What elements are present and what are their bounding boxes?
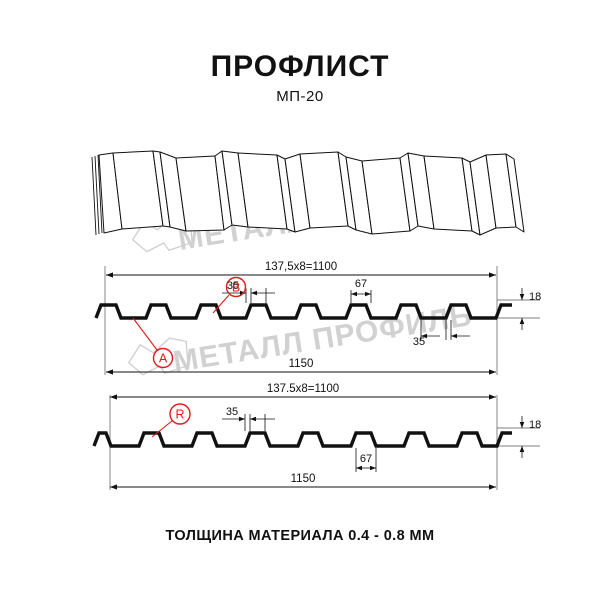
section-top-label-18: 18 xyxy=(529,291,541,303)
section-bottom-label-35: 35 xyxy=(226,406,238,418)
marker-b: B xyxy=(212,276,247,314)
section-top-label-35-below: 35 xyxy=(413,336,425,348)
marker-a-label: A xyxy=(159,352,168,366)
section-top-dim-18 xyxy=(519,288,525,330)
section-bottom-dim-bottom-label: 1150 xyxy=(291,473,316,485)
section-bottom-label-67: 67 xyxy=(360,453,372,465)
section-top-dim-35-below xyxy=(420,320,470,340)
section-bottom-dim-top-label: 137.5x8=1100 xyxy=(267,383,339,395)
page-subtitle: МП-20 xyxy=(276,88,324,105)
section-top-label-67-above: 67 xyxy=(355,278,367,290)
page-title: ПРОФЛИСТ xyxy=(210,50,390,83)
section-bottom-profile xyxy=(92,431,512,448)
marker-r-label: R xyxy=(175,408,184,422)
marker-r: R xyxy=(151,403,191,438)
section-top-dim-overall-top xyxy=(106,272,496,278)
section-top-label-35-above: 35 xyxy=(227,280,239,292)
section-top-dim-67-above xyxy=(350,290,372,303)
watermark-logo-bottom xyxy=(127,337,189,376)
section-top: 137,5x8=1100 35 67 xyxy=(94,261,541,375)
section-bottom-dim-18 xyxy=(519,416,525,458)
section-bottom-dim-67-below xyxy=(355,448,377,472)
watermark-text-2: МЕТАЛЛ ПРОФИЛЬ xyxy=(171,299,475,379)
section-bottom-label-18: 18 xyxy=(529,419,541,431)
marker-a: A xyxy=(132,317,174,369)
material-thickness-note: ТОЛЩИНА МАТЕРИАЛА 0.4 - 0.8 ММ xyxy=(165,528,435,544)
section-bottom: 137.5x8=1100 35 67 xyxy=(92,383,541,490)
section-top-dim-top-label: 137,5x8=1100 xyxy=(265,261,337,273)
section-top-dim-overall-bottom xyxy=(106,369,496,375)
section-bottom-dim-overall-bottom xyxy=(110,484,496,490)
watermark-bottom: МЕТАЛЛ ПРОФИЛЬ xyxy=(171,299,475,379)
section-top-dim-bottom-label: 1150 xyxy=(289,358,314,370)
metall-profil-logo-icon-2 xyxy=(127,337,189,376)
section-top-profile xyxy=(94,303,512,320)
isometric-view xyxy=(91,150,525,236)
section-bottom-dim-35-above xyxy=(222,414,275,431)
section-top-extension-lines xyxy=(104,266,540,375)
marker-b-label: B xyxy=(232,281,240,295)
section-bottom-dim-overall-top xyxy=(110,394,496,400)
